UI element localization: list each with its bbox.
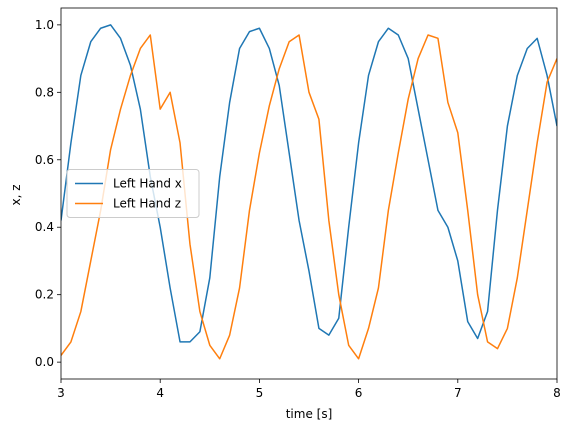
y-tick-label: 0.4 <box>35 220 54 234</box>
y-tick-label: 0.8 <box>35 85 54 99</box>
x-tick-label: 7 <box>454 386 462 400</box>
y-tick-label: 0.0 <box>35 355 54 369</box>
x-tick-label: 3 <box>57 386 65 400</box>
legend-box <box>66 169 200 218</box>
y-axis-label: x, z <box>9 184 23 205</box>
x-tick-label: 8 <box>553 386 561 400</box>
x-tick-label: 6 <box>355 386 363 400</box>
line-series <box>61 34 557 360</box>
legend-label: Left Hand z <box>113 197 181 211</box>
line-series <box>61 24 557 343</box>
plot-frame <box>60 7 558 380</box>
y-tick-label: 0.6 <box>35 153 54 167</box>
y-tick-label: 0.2 <box>35 288 54 302</box>
x-axis-label: time [s] <box>286 407 333 421</box>
y-tick-label: 1.0 <box>35 18 54 32</box>
x-tick-label: 5 <box>256 386 264 400</box>
legend-label: Left Hand x <box>113 177 182 191</box>
x-tick-label: 4 <box>156 386 164 400</box>
